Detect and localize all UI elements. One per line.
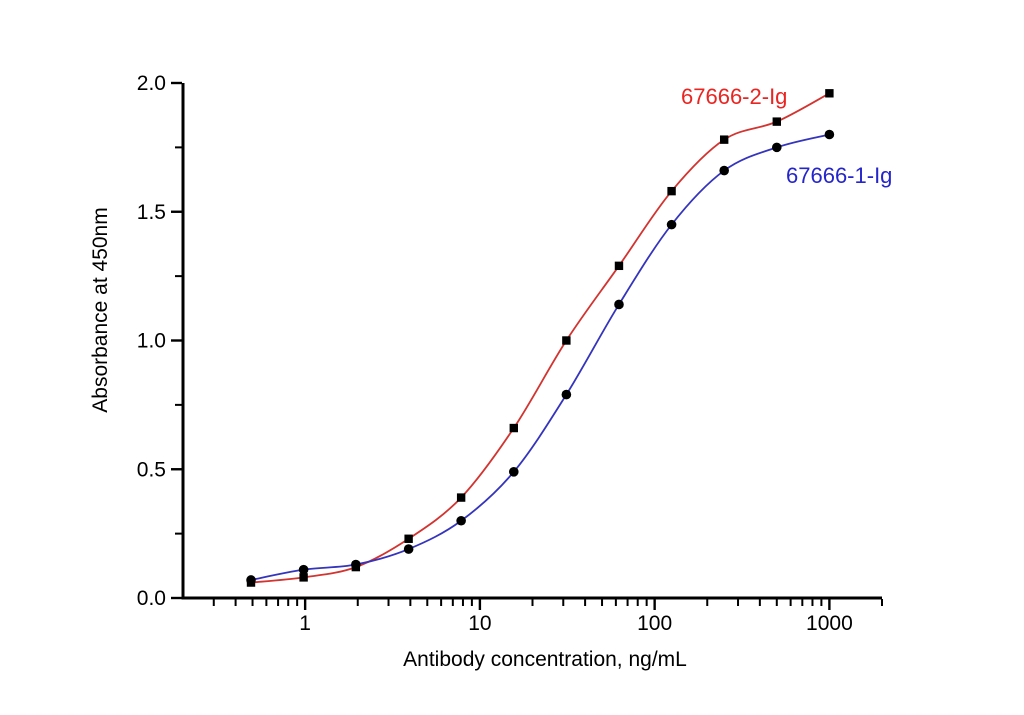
data-point-square <box>667 186 676 196</box>
x-tick-label: 1 <box>299 612 311 635</box>
curve-67666-1-Ig <box>250 133 830 581</box>
data-point-square <box>562 336 571 345</box>
data-point-circle <box>561 389 572 400</box>
series-label-67666-1-Ig: 67666-1-Ig <box>786 163 893 188</box>
data-point-circle <box>824 129 835 140</box>
data-point-circle <box>614 299 624 310</box>
data-point-square <box>456 493 466 502</box>
x-axis-title: Antibody concentration, ng/mL <box>403 648 687 671</box>
data-point-square <box>509 423 518 433</box>
y-tick-label: 1.0 <box>137 330 166 353</box>
x-tick-label: 100 <box>637 612 672 635</box>
data-point-square <box>772 117 781 126</box>
series-label-67666-2-Ig: 67666-2-Ig <box>681 84 788 109</box>
y-major-ticks <box>171 81 182 600</box>
y-tick-label: 0.0 <box>137 587 166 610</box>
y-tick-label: 0.5 <box>137 458 166 481</box>
y-axis-title: Absorbance at 450nm <box>89 207 112 413</box>
markers-67666-1-Ig <box>246 129 835 585</box>
y-tick-label: 1.5 <box>137 201 166 224</box>
x-major-ticks <box>303 599 831 610</box>
y-tick-label: 2.0 <box>137 72 166 95</box>
data-point-circle <box>719 165 729 176</box>
markers-67666-2-Ig <box>246 89 834 587</box>
axes-frame <box>181 83 882 600</box>
data-point-circle <box>508 467 519 477</box>
data-point-circle <box>666 219 677 230</box>
data-point-square <box>825 89 834 98</box>
data-point-square <box>614 261 624 271</box>
x-minor-ticks <box>212 599 883 606</box>
data-point-circle <box>351 559 361 570</box>
data-point-circle <box>298 564 309 575</box>
data-point-circle <box>771 142 782 153</box>
x-tick-label: 10 <box>468 612 491 635</box>
data-point-square <box>719 135 729 144</box>
x-tick-label: 1000 <box>806 612 853 635</box>
curve-67666-2-Ig <box>250 92 830 584</box>
data-point-square <box>404 534 413 543</box>
data-point-circle <box>403 544 414 554</box>
y-minor-ticks <box>175 146 182 535</box>
data-point-circle <box>456 515 466 526</box>
data-point-circle <box>246 575 256 585</box>
data-point-square <box>299 573 308 582</box>
